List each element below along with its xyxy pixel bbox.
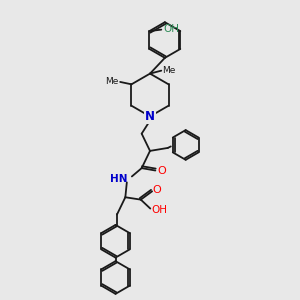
Text: O: O: [158, 166, 167, 176]
Text: OH: OH: [164, 24, 180, 34]
Text: OH: OH: [151, 205, 167, 215]
Text: HN: HN: [110, 174, 128, 184]
Text: Me: Me: [163, 65, 176, 74]
Text: Me: Me: [106, 77, 119, 86]
Text: O: O: [153, 185, 161, 195]
Text: N: N: [145, 110, 155, 123]
